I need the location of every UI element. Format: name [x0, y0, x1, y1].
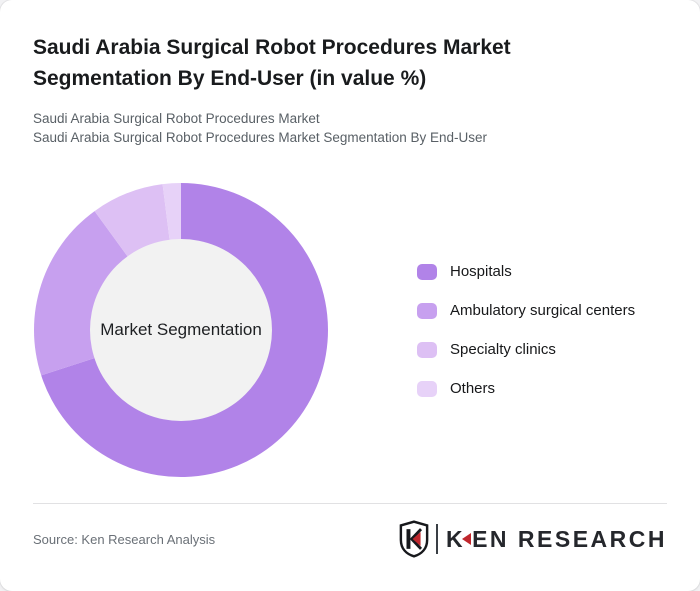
legend-swatch-icon — [417, 341, 437, 358]
legend-swatch-icon — [417, 302, 437, 319]
donut-chart: Market Segmentation — [33, 182, 329, 478]
subtitle-block: Saudi Arabia Surgical Robot Procedures M… — [33, 109, 667, 147]
legend-label: Ambulatory surgical centers — [450, 302, 636, 319]
wordmark-en: EN — [472, 525, 510, 552]
page-title: Saudi Arabia Surgical Robot Procedures M… — [33, 36, 511, 90]
legend-label: Hospitals — [450, 263, 512, 280]
legend-swatch-icon — [417, 380, 437, 397]
subtitle-line-1: Saudi Arabia Surgical Robot Procedures M… — [33, 111, 320, 126]
chart-section: Market Segmentation Hospitals Ambulatory … — [33, 182, 667, 478]
red-triangle-icon — [462, 533, 472, 545]
legend: Hospitals Ambulatory surgical centers Spec… — [417, 263, 635, 397]
donut-center-label: Market Segmentation — [100, 320, 262, 339]
legend-label: Specialty clinics — [450, 341, 556, 358]
legend-swatch-icon — [417, 263, 437, 280]
wordmark-research: RESEARCH — [509, 525, 667, 552]
source-text: Source: Ken Research Analysis — [33, 531, 216, 547]
donut-hole — [90, 239, 272, 421]
donut-svg — [33, 183, 328, 477]
legend-item-ambulatory-surgical-centers: Ambulatory surgical centers — [417, 302, 635, 319]
ken-research-logo: K EN RESEARCH — [399, 520, 667, 558]
logo-wordmark: K EN RESEARCH — [446, 526, 667, 553]
footer-divider — [33, 503, 667, 504]
legend-item-specialty-clinics: Specialty clinics — [417, 341, 635, 358]
logo-separator — [435, 524, 438, 554]
subtitle-line-2: Saudi Arabia Surgical Robot Procedures M… — [33, 130, 487, 145]
legend-item-others: Others — [417, 380, 635, 397]
wordmark-k: K — [445, 525, 466, 552]
legend-item-hospitals: Hospitals — [417, 263, 635, 280]
shield-logo-icon — [399, 520, 429, 558]
footer: Source: Ken Research Analysis K EN RESEAR… — [33, 520, 667, 558]
legend-label: Others — [450, 380, 496, 397]
